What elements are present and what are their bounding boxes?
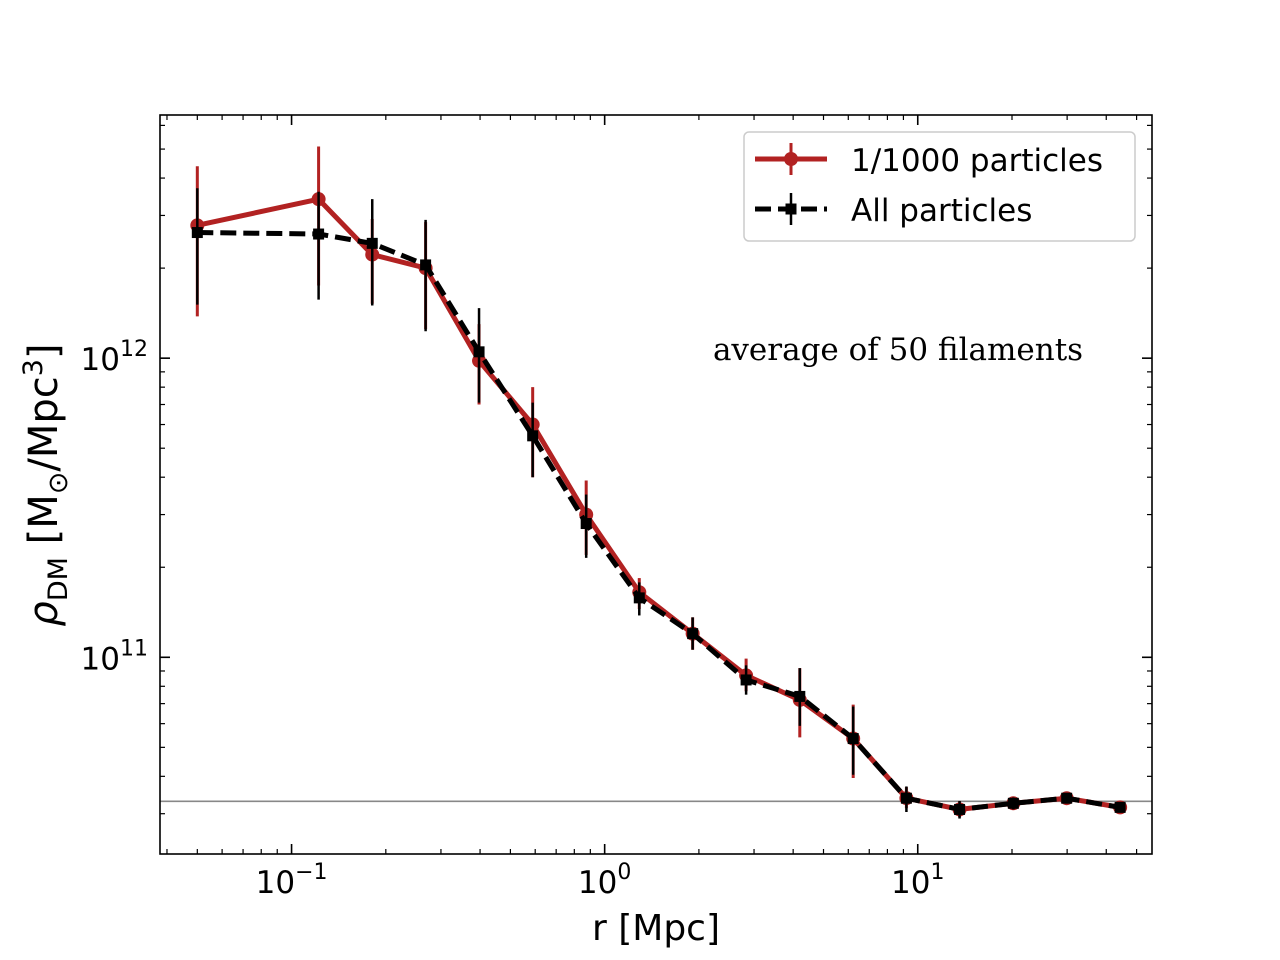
data-point bbox=[420, 259, 432, 271]
data-point bbox=[687, 628, 699, 640]
x-tick-label: 10−1 bbox=[256, 860, 328, 901]
legend-box bbox=[743, 131, 1136, 242]
major-ticks bbox=[160, 115, 1152, 854]
x-axis-label: r [Mpc] bbox=[592, 908, 720, 949]
legend-marker-subsample bbox=[784, 152, 798, 166]
y-axis-label: ρDM [M⊙/Mpc3] bbox=[18, 343, 74, 626]
x-tick-label: 100 bbox=[578, 860, 631, 901]
data-point bbox=[794, 690, 806, 702]
x-tick-label: 101 bbox=[891, 860, 944, 901]
legend-label-all: All particles bbox=[851, 193, 1032, 229]
series-0 bbox=[190, 146, 1128, 818]
data-point bbox=[580, 518, 592, 530]
data-point bbox=[473, 346, 485, 358]
minor-ticks bbox=[160, 115, 1152, 854]
data-point bbox=[847, 733, 859, 745]
data-point bbox=[1114, 801, 1126, 813]
data-point bbox=[633, 592, 645, 604]
plot-frame bbox=[159, 114, 1153, 855]
data-point bbox=[954, 803, 966, 815]
y-tick-label: 1011 bbox=[81, 636, 148, 677]
annotation-text: average of 50 filaments bbox=[713, 332, 1083, 368]
legend-entry-all: All particles bbox=[755, 193, 1032, 229]
series-line bbox=[197, 230, 1121, 812]
data-point bbox=[191, 227, 203, 239]
data-point bbox=[1007, 797, 1019, 809]
y-tick-labels: 1011 1012 bbox=[81, 337, 148, 677]
legend-marker-all bbox=[785, 203, 797, 215]
data-point bbox=[527, 430, 539, 442]
legend-label-subsample: 1/1000 particles bbox=[851, 143, 1103, 179]
series-1 bbox=[191, 188, 1126, 819]
data-point bbox=[900, 792, 912, 804]
data-point bbox=[366, 237, 378, 249]
data-point bbox=[1061, 792, 1073, 804]
data-point bbox=[313, 228, 325, 240]
data-point bbox=[740, 674, 752, 686]
y-tick-label: 1012 bbox=[81, 337, 148, 378]
series-line bbox=[196, 196, 1121, 812]
legend-entry-subsample: 1/1000 particles bbox=[755, 143, 1103, 179]
legend: 1/1000 particles All particles bbox=[743, 131, 1136, 242]
x-tick-labels: 10−1 100 101 bbox=[256, 860, 945, 901]
y-axis-label-text: ρDM [M⊙/Mpc3] bbox=[18, 343, 74, 626]
plot-series bbox=[190, 146, 1128, 819]
